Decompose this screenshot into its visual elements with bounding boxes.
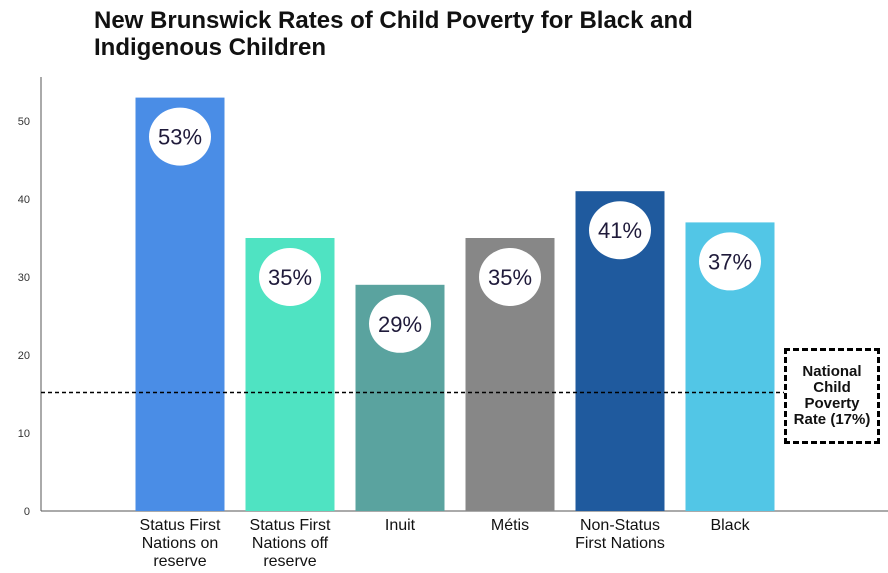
bar — [135, 97, 225, 511]
category-label-line: reserve — [263, 553, 316, 570]
bars — [135, 97, 775, 511]
category-label-line: First Nations — [575, 535, 665, 552]
category-label: Status First Nations on reserve — [140, 517, 221, 570]
y-tick-label: 0 — [24, 506, 30, 518]
data-label-bubble — [149, 107, 211, 166]
data-label-bubble — [479, 248, 541, 306]
y-tick-label: 20 — [18, 350, 30, 362]
category-label-line: Status First — [140, 517, 221, 534]
data-labels: 53% 35% 29% 35% 41% 37% — [149, 107, 761, 353]
category-label: Black — [710, 517, 750, 534]
data-label-bubble — [259, 248, 321, 306]
category-label-line: Métis — [491, 517, 529, 534]
category-label: Inuit — [385, 517, 416, 534]
category-label-line: Black — [710, 517, 750, 534]
y-tick-label: 40 — [18, 194, 30, 206]
y-tick-label: 50 — [18, 116, 30, 128]
category-label-line: Inuit — [385, 517, 416, 534]
category-label-line: reserve — [153, 553, 206, 570]
category-label: Status First Nations off reserve — [250, 517, 331, 570]
category-label-line: Status First — [250, 517, 331, 534]
category-label-line: Nations on — [142, 535, 219, 552]
category-label: Non-Status First Nations — [575, 517, 665, 552]
data-label: 35% — [268, 265, 312, 290]
category-label-line: Non-Status — [580, 517, 660, 534]
data-label: 35% — [488, 265, 532, 290]
y-tick-label: 30 — [18, 272, 30, 284]
national-rate-box: National Child Poverty Rate (17%) — [784, 348, 880, 444]
data-label: 53% — [158, 125, 202, 150]
y-tick-label: 10 — [18, 428, 30, 440]
data-label: 29% — [378, 312, 422, 337]
data-label-bubble — [369, 294, 431, 353]
category-label-line: Nations off — [252, 535, 329, 552]
national-rate-label: National Child Poverty Rate (17%) — [793, 363, 871, 428]
category-label: Métis — [491, 517, 529, 534]
chart-title: New Brunswick Rates of Child Poverty for… — [94, 7, 693, 61]
data-label: 41% — [598, 218, 642, 243]
data-label: 37% — [708, 249, 752, 274]
data-label-bubble — [699, 232, 761, 291]
data-label-bubble — [589, 201, 651, 260]
